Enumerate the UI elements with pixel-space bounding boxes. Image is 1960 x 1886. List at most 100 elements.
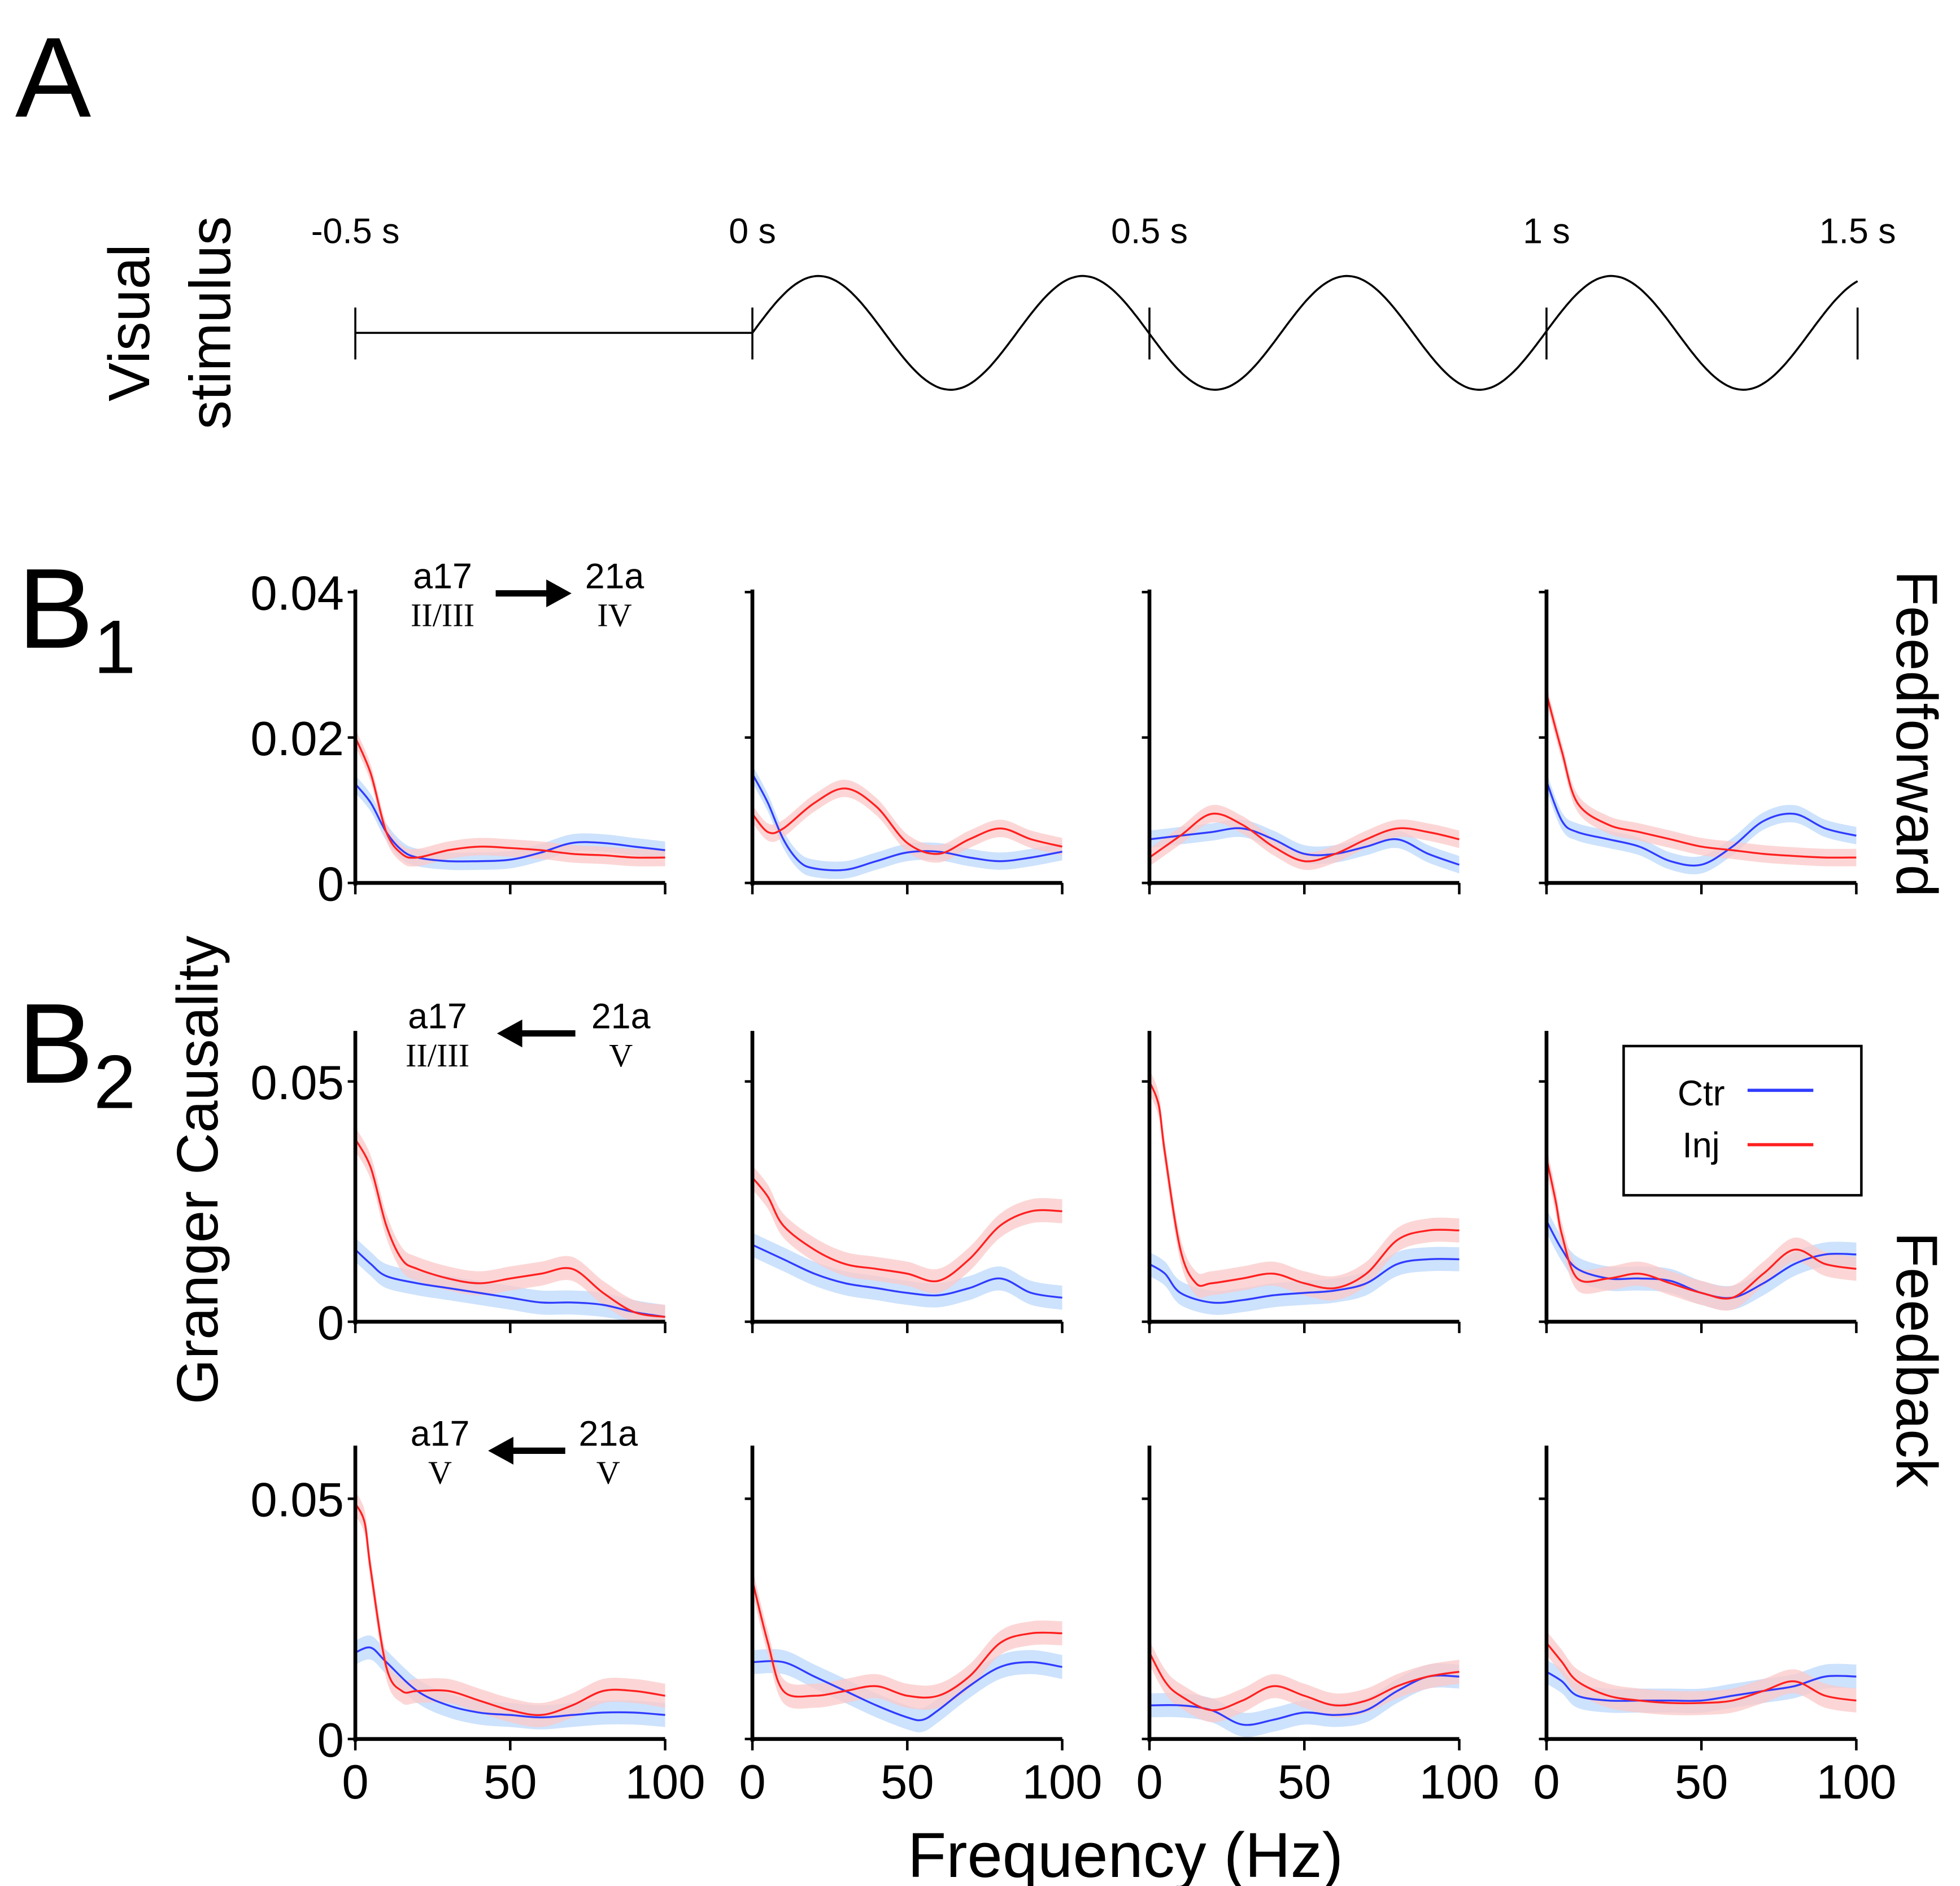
feedforward-label: Feedforward <box>1884 570 1949 897</box>
x-axis-title: Frequency (Hz) <box>908 1820 1343 1886</box>
inj-line <box>1545 1158 1857 1300</box>
subplot-r1-c3 <box>1142 589 1461 895</box>
feedback-label: Feedback <box>1884 1232 1949 1488</box>
subplot-r3-c1: 0 50 100 0 0.05 <box>250 1445 705 1809</box>
legend: Ctr Inj <box>1622 1044 1863 1197</box>
inj-line <box>1148 1081 1460 1290</box>
subplot-r1-c2 <box>744 589 1064 895</box>
subplot-r2-c2 <box>744 1031 1064 1334</box>
panel-b2-letter: B2 <box>18 980 136 1125</box>
y-axis-title: Granger Causality <box>165 935 230 1404</box>
x-tick-label: 100 <box>1419 1756 1500 1809</box>
time-label: 1.5 s <box>1819 211 1896 251</box>
legend-label-ctr: Ctr <box>1678 1074 1725 1113</box>
y-tick-label: 0.05 <box>250 1056 344 1110</box>
inj-sem-band <box>752 779 1062 863</box>
x-tick-label: 50 <box>1675 1756 1728 1809</box>
y-tick-label: 0 <box>317 1714 344 1767</box>
x-tick-label: 50 <box>881 1756 934 1809</box>
arrow-head-icon <box>496 1019 522 1048</box>
panel-b1-letter: B1 <box>18 545 136 690</box>
x-tick-label: 50 <box>1278 1756 1331 1809</box>
target-layer-label: V <box>609 1037 633 1074</box>
inj-line <box>354 1138 665 1318</box>
inj-sem-band <box>1546 685 1857 866</box>
inj-sem-band <box>355 729 665 867</box>
y-tick-label: 0 <box>317 1296 344 1350</box>
inj-sem-band <box>1149 804 1460 870</box>
x-tick-label: 50 <box>484 1756 537 1809</box>
x-tick-label: 100 <box>1816 1756 1896 1809</box>
b1-letter: B <box>18 545 93 672</box>
ctr-sem-band <box>752 1232 1062 1310</box>
subplot-r1-c4 <box>1539 589 1858 895</box>
inj-line <box>751 787 1062 855</box>
inj-sem-band <box>1546 1631 1857 1715</box>
inj-sem-band <box>752 1568 1062 1710</box>
inj-sem-band <box>752 1165 1062 1293</box>
x-tick-label: 100 <box>1022 1756 1103 1809</box>
sine-wave <box>751 275 1858 391</box>
b2-letter: B <box>18 980 93 1107</box>
y-tick-label: 0.02 <box>250 712 344 766</box>
subplot-r2-c3 <box>1142 1031 1461 1334</box>
subplot-r2-c4 <box>1539 1031 1858 1334</box>
stimulus-timeline: -0.5 s 0 s 0.5 s 1 s 1.5 s <box>311 211 1896 391</box>
inj-line <box>1148 1652 1460 1711</box>
subplot-r3-c3: 0 50 100 <box>1136 1445 1499 1809</box>
source-layer-label: II/III <box>406 1037 469 1074</box>
source-area-label: a17 <box>413 557 472 596</box>
y-tick-label: 0.05 <box>250 1474 344 1527</box>
x-tick-label: 0 <box>739 1756 765 1809</box>
ctr-line <box>752 1660 1062 1722</box>
ctr-line <box>1149 1258 1460 1304</box>
ctr-sem-band <box>355 1238 665 1322</box>
ctr-line <box>751 773 1062 872</box>
b1-subscript: 1 <box>94 605 136 690</box>
inj-line <box>354 1503 665 1717</box>
target-layer-label: V <box>596 1454 620 1491</box>
x-tick-label: 100 <box>625 1756 705 1809</box>
time-label: -0.5 s <box>311 211 400 251</box>
time-label: 0.5 s <box>1111 211 1188 251</box>
arrow-head-icon <box>546 579 572 608</box>
x-tick-label: 0 <box>1136 1756 1162 1809</box>
target-layer-label: IV <box>597 597 631 634</box>
subplot-r1-c1: 0 0.02 0.04 <box>250 567 667 912</box>
ctr-line <box>1545 1220 1857 1299</box>
target-area-label: 21a <box>579 1414 638 1453</box>
source-area-label: a17 <box>411 1414 470 1453</box>
inj-line <box>1545 694 1857 859</box>
target-area-label: 21a <box>585 557 644 596</box>
arrow-head-icon <box>488 1436 513 1465</box>
inj-line <box>751 1177 1062 1283</box>
legend-box <box>1622 1044 1863 1197</box>
ctr-sem-band <box>1546 772 1857 874</box>
inj-line <box>751 1580 1062 1699</box>
x-tick-label: 0 <box>1533 1756 1560 1809</box>
ctr-sem-band <box>752 765 1062 879</box>
stimulus-label-line1: Visual <box>97 244 162 402</box>
ctr-line <box>1149 827 1460 866</box>
panel-a-letter: A <box>15 14 91 141</box>
ctr-line <box>354 1249 665 1318</box>
inj-line <box>1149 812 1460 863</box>
target-area-label: 21a <box>591 997 651 1036</box>
source-area-label: a17 <box>408 997 467 1036</box>
inj-sem-band <box>1546 1146 1857 1311</box>
ctr-line <box>752 1244 1062 1299</box>
x-tick-label: 0 <box>342 1756 368 1809</box>
time-label: 1 s <box>1523 211 1570 251</box>
ctr-line <box>1546 1671 1857 1702</box>
source-layer-label: V <box>428 1454 452 1491</box>
source-layer-label: II/III <box>411 597 474 634</box>
subplot-r2-c1: 00.05 <box>250 1031 667 1350</box>
subplot-r3-c4: 0 50 100 <box>1533 1445 1896 1809</box>
inj-line <box>354 737 665 859</box>
y-tick-label: 0 <box>317 858 344 912</box>
